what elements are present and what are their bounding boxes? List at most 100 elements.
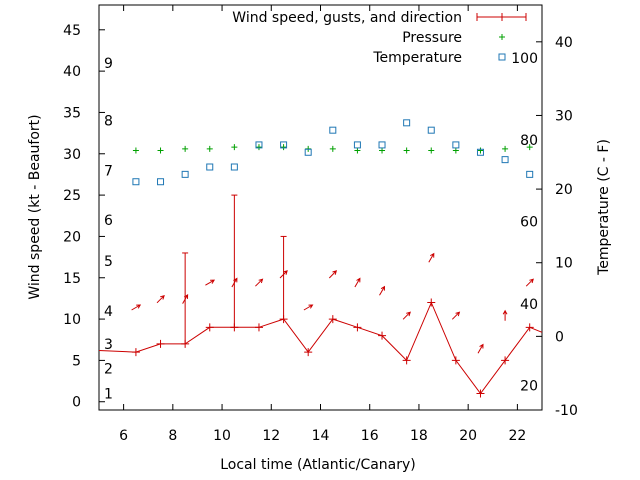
plot-border	[98, 4, 543, 411]
x-tick-label: 12	[262, 428, 280, 444]
pressure-point	[132, 147, 139, 154]
wind-direction-arrow	[477, 343, 484, 354]
temperature-point	[476, 148, 484, 156]
temperature-point	[403, 119, 411, 127]
pressure-point	[354, 147, 361, 154]
x-tick-label: 10	[213, 428, 231, 444]
legend: Wind speed, gusts, and direction Pressure…	[232, 10, 527, 66]
temperature-point	[132, 178, 140, 186]
y-axis-label-right: Temperature (C - F)	[596, 139, 612, 276]
y-axis-label-left: Wind speed (kt - Beaufort)	[27, 114, 43, 299]
y-tick-label-left: 20	[63, 229, 81, 245]
beaufort-label: 4	[104, 304, 113, 320]
beaufort-label: 1	[104, 386, 113, 402]
wind-speed-point	[525, 323, 534, 332]
wind-direction-arrow	[156, 294, 165, 304]
pressure-point	[452, 147, 459, 154]
fahrenheit-label: 60	[520, 214, 538, 230]
x-tick-label: 8	[168, 428, 177, 444]
pressure-point	[477, 147, 484, 154]
wind-speed-point	[205, 323, 214, 332]
legend-label: Wind speed, gusts, and direction	[232, 10, 462, 26]
y-tick-label-right: 0	[555, 329, 564, 345]
pressure-series	[132, 144, 533, 154]
temperature-point	[304, 148, 312, 156]
wind-direction-arrow	[502, 309, 508, 321]
axis-ticks: 6 8 10 12 14 16 18 20 22051015202530354045-10010…	[63, 5, 578, 444]
beaufort-label: 9	[104, 56, 113, 72]
y-tick-label-left: 5	[72, 353, 81, 369]
temperature-point	[181, 170, 189, 178]
fahrenheit-label: 80	[520, 133, 538, 149]
y-tick-label-left: 0	[72, 395, 81, 411]
x-tick-label: 6	[119, 428, 128, 444]
wind-direction-arrow	[328, 270, 338, 279]
wind-direction-arrow	[205, 279, 216, 286]
beaufort-label: 2	[104, 362, 113, 378]
legend-label: Temperature	[372, 50, 462, 66]
y-tick-label-right: 40	[555, 35, 573, 51]
beaufort-label: 5	[104, 254, 113, 270]
beaufort-label: 7	[104, 163, 113, 179]
wind-direction-arrow	[231, 277, 238, 288]
pressure-point	[255, 144, 262, 151]
beaufort-scale: 1 2 3 4 5 6 7 8 9	[104, 56, 113, 403]
wind-direction-arrow	[131, 304, 142, 311]
wind-direction-arrow	[255, 278, 264, 287]
wind-direction-arrow	[525, 278, 534, 287]
temperature-series	[132, 119, 534, 186]
pressure-point	[231, 144, 238, 151]
x-tick-label: 16	[361, 428, 379, 444]
plot-frame	[98, 4, 543, 411]
x-axis-label: Local time (Atlantic/Canary)	[220, 457, 416, 473]
legend-pressure-marker	[499, 34, 505, 40]
beaufort-label: 8	[104, 114, 113, 130]
y-tick-label-right: 10	[555, 256, 573, 272]
temperature-point	[280, 141, 288, 149]
y-tick-label-left: 10	[63, 312, 81, 328]
y-tick-label-left: 35	[63, 105, 81, 121]
y-tick-label-left: 45	[63, 23, 81, 39]
y-tick-label-right: -10	[555, 403, 578, 419]
beaufort-label: 6	[104, 213, 113, 229]
wind-direction-arrow	[182, 293, 189, 304]
y-tick-label-left: 40	[63, 64, 81, 80]
legend-temperature-marker	[498, 53, 506, 61]
pressure-point	[403, 147, 410, 154]
pressure-point	[182, 145, 189, 152]
temperature-point	[501, 156, 509, 164]
wind-speed-point	[254, 323, 263, 332]
wind-speed-point	[378, 331, 387, 340]
temperature-point	[452, 141, 460, 149]
wind-speed-point	[427, 298, 436, 307]
wind-direction-arrow	[354, 277, 361, 288]
wind-series	[98, 194, 543, 398]
y-tick-label-left: 25	[63, 188, 81, 204]
temperature-point	[378, 141, 386, 149]
temperature-point	[526, 170, 534, 178]
wind-speed-point	[304, 348, 313, 357]
x-tick-label: 22	[508, 428, 526, 444]
temperature-point	[255, 141, 263, 149]
wind-direction-arrow	[428, 252, 435, 263]
temperature-point	[427, 126, 435, 134]
pressure-point	[428, 147, 435, 154]
wind-speed-point	[476, 389, 485, 398]
pressure-point	[157, 147, 164, 154]
wind-speed-point	[402, 356, 411, 365]
wind-speed-point	[353, 323, 362, 332]
wind-direction-arrow	[402, 311, 411, 320]
wind-speed-point	[501, 356, 510, 365]
fahrenheit-label: 40	[520, 297, 538, 313]
pressure-point	[280, 144, 287, 151]
pressure-point	[329, 145, 336, 152]
wind-direction-arrow	[451, 311, 461, 320]
temperature-point	[157, 178, 165, 186]
temperature-point	[329, 126, 337, 134]
pressure-point	[206, 145, 213, 152]
pressure-point	[502, 145, 509, 152]
pressure-point	[526, 144, 533, 151]
wind-speed-line	[98, 301, 543, 395]
x-tick-label: 20	[459, 428, 477, 444]
y-tick-label-right: 30	[555, 108, 573, 124]
